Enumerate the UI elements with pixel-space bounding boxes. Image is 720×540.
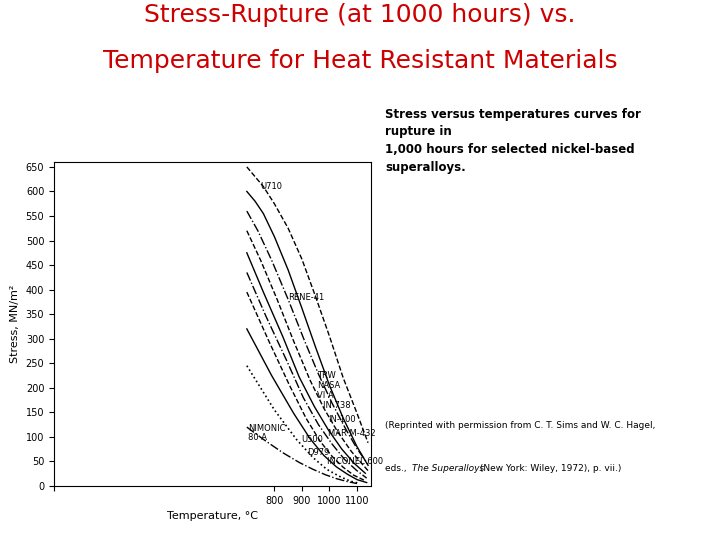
Text: eds.,: eds., [385,464,410,474]
Text: D979: D979 [307,448,330,457]
Text: Temperature for Heat Resistant Materials: Temperature for Heat Resistant Materials [103,49,617,72]
Text: U500: U500 [302,435,323,444]
Text: MAR M-432: MAR M-432 [328,429,376,438]
Y-axis label: Stress, MN/m²: Stress, MN/m² [10,285,20,363]
Text: (Reprinted with permission from C. T. Sims and W. C. Hagel,: (Reprinted with permission from C. T. Si… [385,421,656,430]
X-axis label: Temperature, °C: Temperature, °C [167,511,258,521]
Text: IN-100: IN-100 [328,415,356,424]
Text: Stress versus temperatures curves for
rupture in
1,000 hours for selected nickel: Stress versus temperatures curves for ru… [385,108,641,173]
Text: RENE-41: RENE-41 [288,293,325,301]
Text: Stress-Rupture (at 1000 hours) vs.: Stress-Rupture (at 1000 hours) vs. [144,3,576,26]
Text: TRW
NASA
VI A: TRW NASA VI A [317,371,341,400]
Text: The Superalloys: The Superalloys [412,464,485,474]
Text: IN 738: IN 738 [323,401,350,409]
Text: NIMONIC
80 A: NIMONIC 80 A [248,424,285,442]
Text: INCONEL 600: INCONEL 600 [327,457,383,466]
Text: U710: U710 [261,182,283,191]
Text: (New York: Wiley, 1972), p. vii.): (New York: Wiley, 1972), p. vii.) [477,464,621,474]
